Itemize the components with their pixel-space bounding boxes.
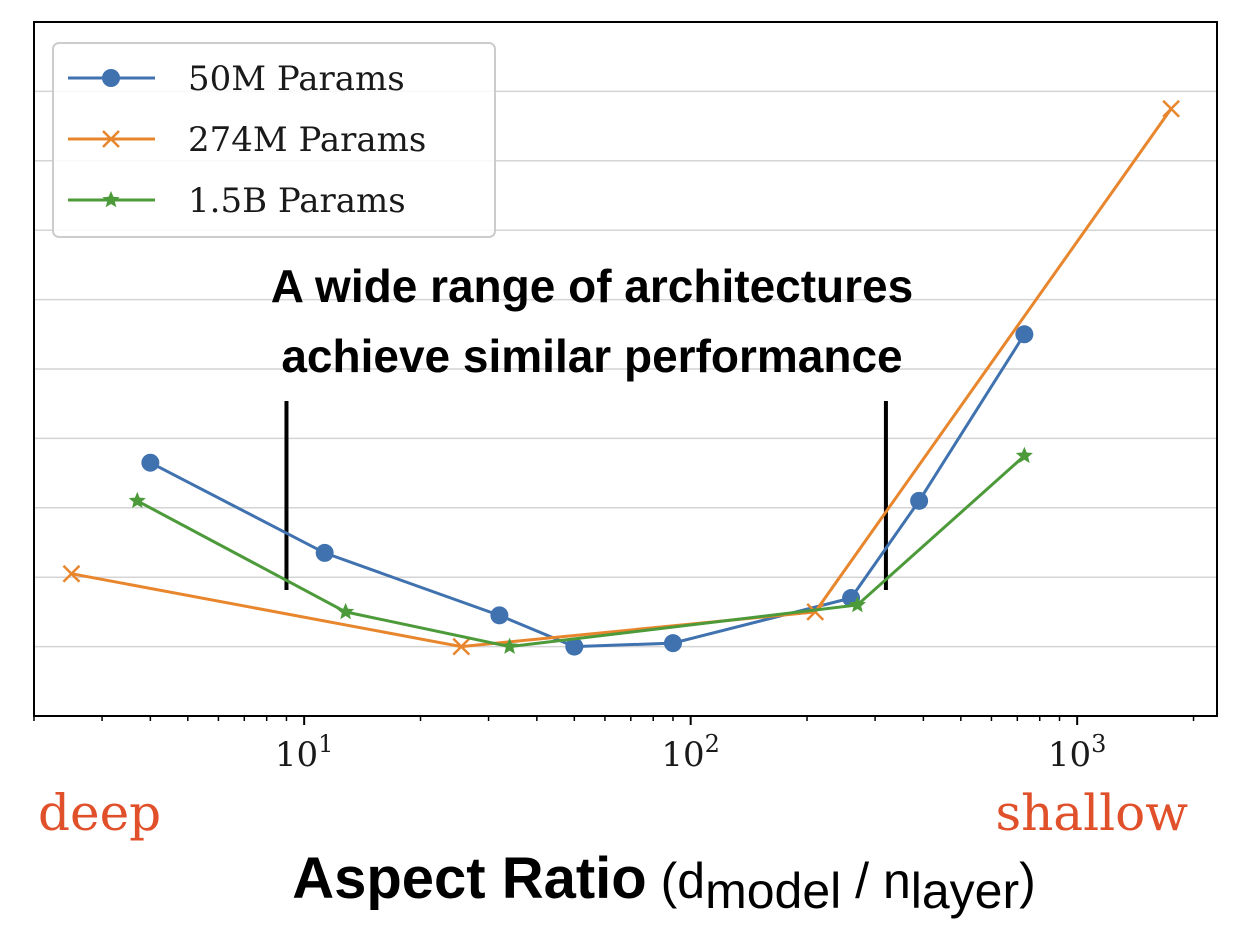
- legend-label: 50M Params: [188, 59, 405, 99]
- data-point-s2-2: [452, 637, 471, 656]
- data-point-s1-7: [910, 491, 929, 510]
- data-point-s2-4: [1162, 99, 1181, 118]
- series-3: [128, 446, 1033, 654]
- legend-box: [52, 42, 496, 238]
- data-point-s1-1: [141, 453, 160, 472]
- plot-frame: [33, 21, 1218, 717]
- data-point-s3-3: [501, 637, 519, 654]
- series-layer: [62, 99, 1181, 656]
- x-tick-label-2: 102: [661, 730, 720, 775]
- x-tick-label-3: 103: [1048, 730, 1107, 775]
- data-point-s3-1: [128, 491, 146, 509]
- data-point-s3-5: [1015, 446, 1033, 463]
- deep-label: deep: [38, 784, 161, 842]
- data-point-s2-3: [806, 603, 825, 621]
- x-tick-label-1: 101: [275, 730, 334, 775]
- data-point-s1-5: [663, 634, 682, 653]
- x-axis-label-sub-layer: layer: [911, 863, 1019, 919]
- data-point-s1-8: [1015, 325, 1034, 344]
- legend-marker: [102, 191, 120, 208]
- series-2: [62, 99, 1181, 656]
- data-point-s1-4: [565, 637, 584, 656]
- legend-entry-1: 50M Params: [68, 59, 405, 99]
- legend-marker: [102, 69, 120, 87]
- x-axis-label: Aspect Ratio (dmodel / nlayer): [292, 846, 1036, 919]
- series-line-2: [71, 107, 1173, 649]
- series-line-1: [149, 333, 1026, 649]
- x-axis-label-open: (d: [647, 853, 705, 909]
- data-point-s1-3: [490, 606, 509, 625]
- x-axis-label-mid: / n: [841, 853, 910, 909]
- x-axis-label-close: ): [1019, 853, 1036, 909]
- shallow-label: shallow: [995, 784, 1188, 842]
- legend-entry-3: 1.5B Params: [68, 181, 406, 221]
- annotation-line-1: A wide range of architectures: [271, 260, 913, 312]
- data-point-s2-1: [62, 564, 81, 583]
- data-point-s3-4: [848, 596, 866, 613]
- x-axis-label-sub-model: model: [705, 863, 841, 919]
- legend-marker: [102, 130, 120, 148]
- x-axis-label-main: Aspect Ratio: [292, 846, 647, 911]
- annotation-line-2: achieve similar performance: [281, 330, 902, 382]
- data-point-s1-2: [315, 543, 334, 562]
- legend-label: 1.5B Params: [188, 181, 406, 221]
- legend-entry-2: 274M Params: [68, 120, 426, 160]
- legend-label: 274M Params: [188, 120, 426, 160]
- legend: 50M Params 274M Params 1.5B Params: [52, 42, 496, 238]
- series-line-3: [136, 454, 1026, 649]
- x-axis-ticks: 101 102 103: [33, 716, 1195, 775]
- data-point-s3-2: [337, 602, 355, 620]
- reference-lines: [284, 401, 888, 590]
